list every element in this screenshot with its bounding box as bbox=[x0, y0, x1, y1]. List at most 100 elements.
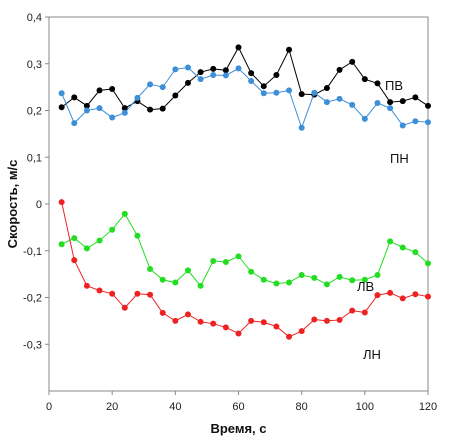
series-point bbox=[298, 328, 305, 335]
series-point bbox=[399, 295, 406, 302]
series-point bbox=[260, 90, 267, 97]
series-point bbox=[109, 290, 116, 297]
x-tick-label: 60 bbox=[232, 401, 244, 413]
series-point bbox=[412, 118, 419, 125]
series-point bbox=[286, 279, 293, 286]
y-tick-label: 0,3 bbox=[27, 59, 42, 71]
y-tick-label: 0 bbox=[36, 199, 42, 211]
y-axis-label: Скорость, м/с bbox=[5, 160, 20, 249]
series-point bbox=[58, 199, 65, 206]
series-point bbox=[260, 83, 267, 90]
series-point bbox=[96, 287, 103, 294]
series-label: ЛН bbox=[363, 347, 381, 362]
series-point bbox=[298, 91, 305, 98]
series-point bbox=[387, 289, 394, 296]
series-point bbox=[311, 274, 318, 281]
series-point bbox=[147, 265, 154, 272]
series-point bbox=[109, 85, 116, 92]
series-point bbox=[273, 280, 280, 287]
series-point bbox=[323, 281, 330, 288]
series-point bbox=[222, 324, 229, 331]
series-point bbox=[336, 95, 343, 102]
series-point bbox=[147, 106, 154, 113]
series-line bbox=[61, 46, 429, 111]
series-point bbox=[184, 79, 191, 86]
series-point bbox=[336, 273, 343, 280]
series-point bbox=[399, 122, 406, 129]
series-label: ПВ bbox=[385, 78, 403, 93]
series-point bbox=[374, 80, 381, 87]
y-tick-label: 0,1 bbox=[27, 152, 42, 164]
series-point bbox=[349, 58, 356, 65]
series-point bbox=[387, 238, 394, 245]
series-point bbox=[83, 245, 90, 252]
series-point bbox=[399, 244, 406, 251]
series-point bbox=[83, 107, 90, 114]
series-point bbox=[58, 241, 65, 248]
series-point bbox=[96, 87, 103, 94]
series-point bbox=[298, 272, 305, 279]
series-point bbox=[121, 105, 128, 112]
series-point bbox=[121, 304, 128, 311]
y-tick-label: 0,2 bbox=[27, 106, 42, 118]
series-point bbox=[197, 69, 204, 76]
series-point bbox=[96, 105, 103, 112]
series-point bbox=[374, 100, 381, 107]
series-point bbox=[399, 98, 406, 105]
series-point bbox=[235, 44, 242, 51]
series-point bbox=[71, 235, 78, 242]
series-point bbox=[121, 210, 128, 217]
series-line bbox=[61, 212, 429, 287]
series-point bbox=[273, 71, 280, 78]
series-point bbox=[248, 78, 255, 85]
series-point bbox=[235, 330, 242, 337]
series-point bbox=[210, 71, 217, 78]
series-point bbox=[159, 276, 166, 283]
series-point bbox=[425, 119, 431, 126]
series-point bbox=[273, 323, 280, 330]
y-tick-label: -0,3 bbox=[23, 339, 42, 351]
series-point bbox=[298, 124, 305, 131]
series-point bbox=[96, 237, 103, 244]
series-point bbox=[222, 258, 229, 265]
series-label: ЛВ bbox=[357, 279, 374, 294]
x-tick-label: 0 bbox=[46, 401, 52, 413]
series-point bbox=[361, 309, 368, 316]
series-point bbox=[222, 72, 229, 79]
x-tick-label: 20 bbox=[106, 401, 118, 413]
series-point bbox=[323, 99, 330, 106]
series-point bbox=[349, 277, 356, 284]
series-point bbox=[184, 64, 191, 71]
series-point bbox=[235, 253, 242, 260]
series-point bbox=[286, 87, 293, 94]
series-point bbox=[197, 318, 204, 325]
y-tick-label: -0,2 bbox=[23, 293, 42, 305]
series-point bbox=[184, 267, 191, 274]
series-point bbox=[121, 109, 128, 116]
series-line bbox=[61, 66, 429, 130]
series-point bbox=[374, 292, 381, 299]
series-point bbox=[349, 307, 356, 314]
series-point bbox=[425, 260, 431, 267]
x-tick-label: 120 bbox=[419, 401, 437, 413]
series-point bbox=[286, 46, 293, 53]
series-point bbox=[134, 94, 141, 101]
series-point bbox=[184, 311, 191, 318]
series-point bbox=[336, 66, 343, 73]
series-point bbox=[387, 105, 394, 112]
series-point bbox=[159, 309, 166, 316]
series-point bbox=[235, 65, 242, 72]
series-point bbox=[83, 282, 90, 289]
series-point bbox=[361, 115, 368, 122]
series-point bbox=[58, 104, 65, 111]
series-point bbox=[248, 317, 255, 324]
series-point bbox=[425, 102, 431, 109]
series-point bbox=[412, 94, 419, 101]
series-point bbox=[222, 67, 229, 74]
series-point bbox=[210, 65, 217, 72]
series-point bbox=[361, 276, 368, 283]
series-point bbox=[349, 101, 356, 108]
series-point bbox=[58, 90, 65, 97]
